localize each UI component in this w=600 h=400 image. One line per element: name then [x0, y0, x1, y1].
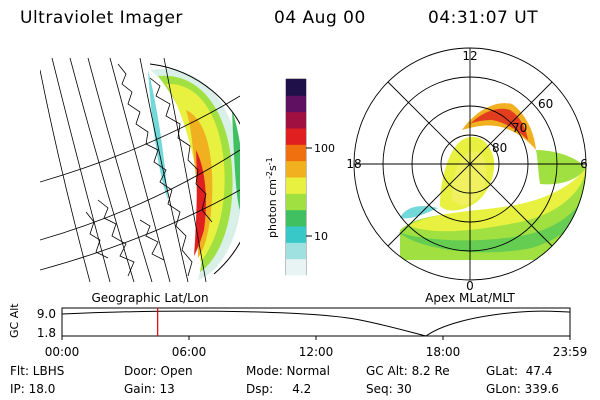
- mlt-label-18: 18: [346, 157, 361, 171]
- color-strip: [286, 79, 306, 96]
- timeline-ylabel: GC Alt: [8, 303, 21, 338]
- instrument-title: Ultraviolet Imager: [20, 8, 183, 28]
- color-strip: [286, 111, 306, 129]
- lat-label-60: 60: [538, 97, 553, 111]
- color-strip: [286, 160, 306, 178]
- colorbar-tick-100: 100: [314, 142, 335, 155]
- timeline-xtick-2359: 23:59: [553, 345, 588, 359]
- colorbar-unit-label: photon cm-2s-1: [265, 157, 279, 238]
- altitude-timeline: 9.0 1.8 GC Alt 00:00 06:00 12:00 18:00 2…: [8, 303, 587, 359]
- lat-label-70: 70: [512, 121, 527, 135]
- color-strip: [286, 193, 306, 211]
- color-strip: [286, 144, 306, 162]
- earth-limb: [149, 63, 240, 275]
- longitude-grid: [40, 58, 207, 282]
- coastline-outline: [85, 63, 213, 277]
- time-label: 04:31:07 UT: [428, 8, 539, 28]
- timeline-xtick-1200: 12:00: [299, 345, 334, 359]
- color-strip: [286, 242, 306, 260]
- mlt-label-12: 12: [462, 49, 477, 63]
- info-gc-alt: GC Alt: 8.2 Re: [366, 364, 450, 378]
- info-glon: GLon: 339.6: [486, 382, 559, 396]
- color-strip: [286, 128, 306, 145]
- left-panel-caption: Geographic Lat/Lon: [91, 291, 208, 305]
- polar-plot: 12 18 0 6 60 70 80: [346, 47, 588, 293]
- mlt-label-6: 6: [580, 157, 588, 171]
- date-label: 04 Aug 00: [274, 8, 366, 28]
- info-seq: Seq: 30: [366, 382, 412, 396]
- color-strip: [286, 209, 306, 227]
- latitude-grid: [40, 95, 240, 271]
- color-scale-strips: [286, 79, 306, 276]
- lat-label-80: 80: [492, 141, 507, 155]
- timeline-xtick-0000: 00:00: [45, 345, 80, 359]
- color-strip: [286, 226, 306, 243]
- info-door: Door: Open: [124, 364, 193, 378]
- mlt-label-0: 0: [466, 279, 474, 293]
- color-strip: [286, 95, 306, 113]
- color-strip: [286, 177, 306, 194]
- aurora-oval-right: [398, 103, 586, 260]
- color-strip: [286, 258, 306, 276]
- timeline-xtick-0600: 06:00: [172, 345, 207, 359]
- right-panel-caption: Apex MLat/MLT: [425, 291, 515, 305]
- timeline-ytick-1-8: 1.8: [37, 326, 56, 340]
- color-scale-bar: 100 10 photon cm-2s-1: [265, 78, 335, 276]
- info-mode: Mode: Normal: [246, 364, 330, 378]
- info-gain: Gain: 13: [124, 382, 175, 396]
- colorbar-tick-10: 10: [314, 230, 328, 243]
- info-dsp: Dsp: 4.2: [246, 382, 312, 396]
- altitude-curve: [61, 310, 571, 337]
- timeline-xtick-1800: 18:00: [426, 345, 461, 359]
- info-glat: GLat: 47.4: [486, 364, 553, 378]
- geographic-map: [40, 58, 240, 282]
- timeline-frame: [61, 307, 571, 337]
- aurora-swath-left: [148, 68, 240, 280]
- info-ip: IP: 18.0: [10, 382, 56, 396]
- polar-grid: [353, 47, 587, 281]
- timeline-ytick-9: 9.0: [37, 307, 56, 321]
- info-flt: Flt: LBHS: [10, 364, 65, 378]
